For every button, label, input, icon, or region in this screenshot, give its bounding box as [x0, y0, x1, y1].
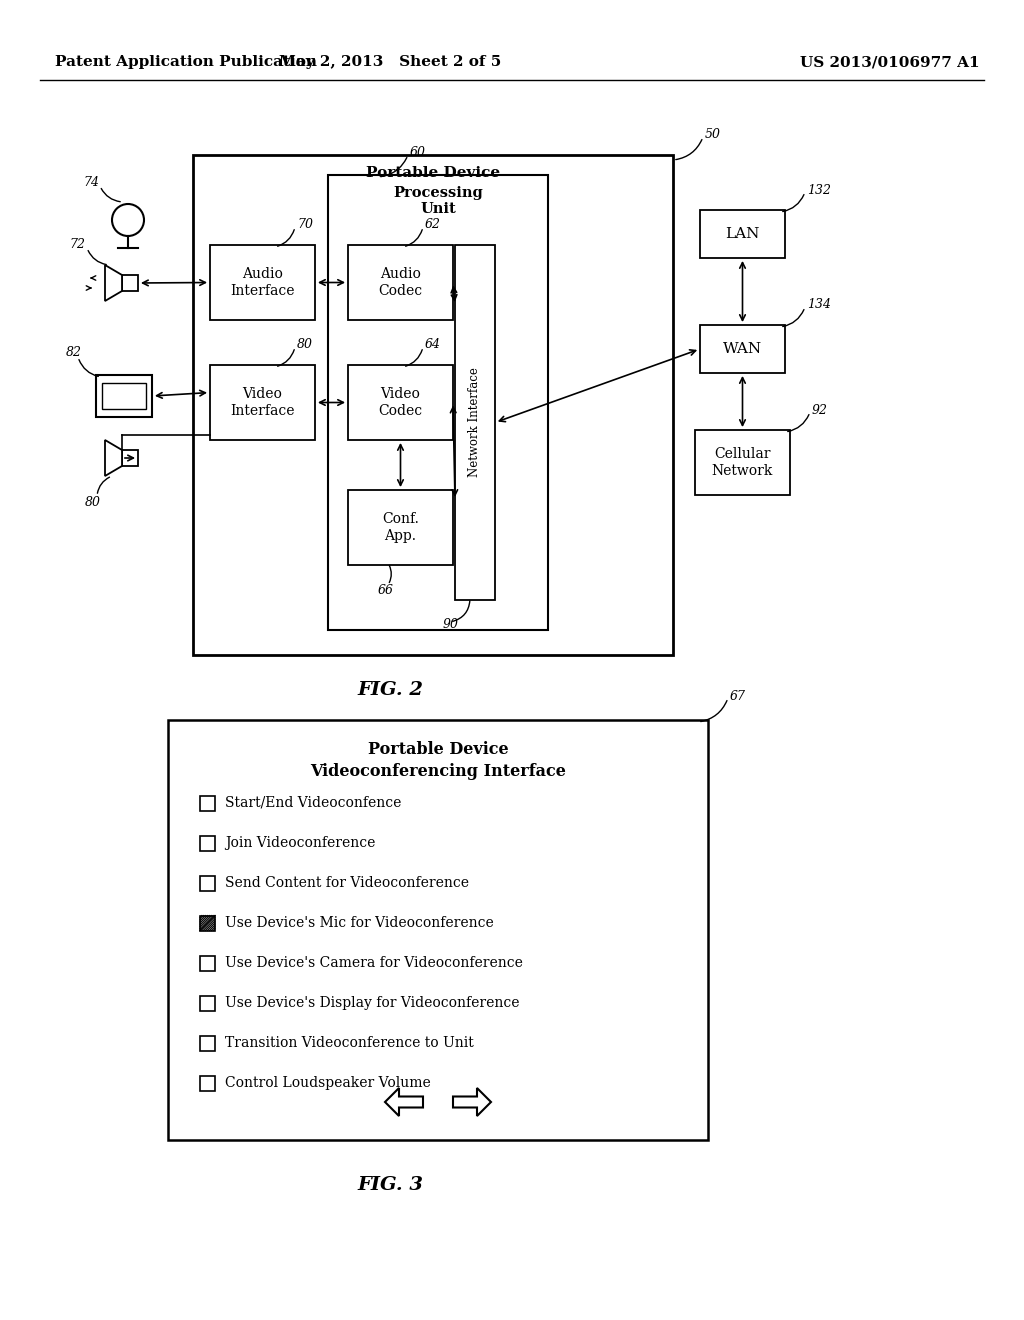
Text: Start/End Videoconfence: Start/End Videoconfence: [225, 796, 401, 810]
Bar: [200, 836, 215, 850]
Text: Transition Videoconference to Unit: Transition Videoconference to Unit: [225, 1036, 474, 1049]
Bar: [200, 995, 215, 1011]
Bar: [210, 366, 315, 440]
Polygon shape: [105, 440, 122, 477]
Text: Use Device's Mic for Videoconference: Use Device's Mic for Videoconference: [225, 916, 494, 931]
Bar: [102, 383, 146, 409]
Text: Audio
Interface: Audio Interface: [230, 268, 295, 297]
Bar: [210, 246, 315, 319]
Text: Videoconferencing Interface: Videoconferencing Interface: [310, 763, 566, 780]
Bar: [455, 246, 495, 601]
Bar: [168, 719, 708, 1140]
Bar: [348, 366, 453, 440]
Bar: [348, 490, 453, 565]
Polygon shape: [453, 1088, 490, 1115]
Bar: [200, 1035, 215, 1051]
Text: FIG. 2: FIG. 2: [357, 681, 423, 700]
Bar: [193, 154, 673, 655]
Bar: [700, 210, 785, 257]
Text: US 2013/0106977 A1: US 2013/0106977 A1: [800, 55, 980, 69]
Text: Video
Codec: Video Codec: [379, 387, 423, 417]
Text: 74: 74: [83, 176, 99, 189]
Bar: [200, 1076, 215, 1090]
Text: Audio
Codec: Audio Codec: [379, 268, 423, 297]
Text: 92: 92: [812, 404, 828, 417]
Text: 72: 72: [69, 239, 85, 252]
Bar: [695, 430, 790, 495]
Text: 64: 64: [425, 338, 441, 351]
Text: Send Content for Videoconference: Send Content for Videoconference: [225, 876, 469, 890]
Text: 82: 82: [66, 346, 82, 359]
Text: May 2, 2013   Sheet 2 of 5: May 2, 2013 Sheet 2 of 5: [279, 55, 501, 69]
Polygon shape: [105, 265, 122, 301]
Text: 80: 80: [297, 338, 313, 351]
Text: 66: 66: [378, 583, 394, 597]
Text: 132: 132: [807, 183, 831, 197]
Bar: [200, 796, 215, 810]
Bar: [96, 375, 152, 417]
Text: Patent Application Publication: Patent Application Publication: [55, 55, 317, 69]
Text: Use Device's Display for Videoconference: Use Device's Display for Videoconference: [225, 997, 519, 1010]
Text: Processing: Processing: [393, 186, 483, 201]
Text: 67: 67: [730, 689, 746, 702]
Text: 60: 60: [410, 147, 426, 160]
Text: Video
Interface: Video Interface: [230, 387, 295, 417]
Text: LAN: LAN: [725, 227, 760, 242]
Bar: [200, 916, 215, 931]
Text: FIG. 3: FIG. 3: [357, 1176, 423, 1195]
Text: Control Loudspeaker Volume: Control Loudspeaker Volume: [225, 1076, 431, 1090]
Text: Cellular
Network: Cellular Network: [712, 447, 773, 478]
Bar: [348, 246, 453, 319]
Bar: [200, 956, 215, 970]
Text: 70: 70: [297, 219, 313, 231]
Text: 50: 50: [705, 128, 721, 141]
Bar: [122, 275, 138, 290]
Text: Portable Device: Portable Device: [366, 166, 500, 180]
Text: Portable Device: Portable Device: [368, 742, 508, 759]
Polygon shape: [385, 1088, 423, 1115]
Bar: [122, 450, 138, 466]
Bar: [328, 176, 548, 630]
Text: Unit: Unit: [420, 202, 456, 216]
Text: Conf.
App.: Conf. App.: [382, 512, 419, 543]
Text: 90: 90: [443, 619, 459, 631]
Bar: [700, 325, 785, 374]
Text: Join Videoconference: Join Videoconference: [225, 836, 376, 850]
Text: Use Device's Camera for Videoconference: Use Device's Camera for Videoconference: [225, 956, 523, 970]
Bar: [200, 875, 215, 891]
Text: WAN: WAN: [723, 342, 762, 356]
Text: 80: 80: [85, 496, 101, 510]
Text: 134: 134: [807, 298, 831, 312]
Text: Network Interface: Network Interface: [469, 367, 481, 478]
Text: 62: 62: [425, 219, 441, 231]
